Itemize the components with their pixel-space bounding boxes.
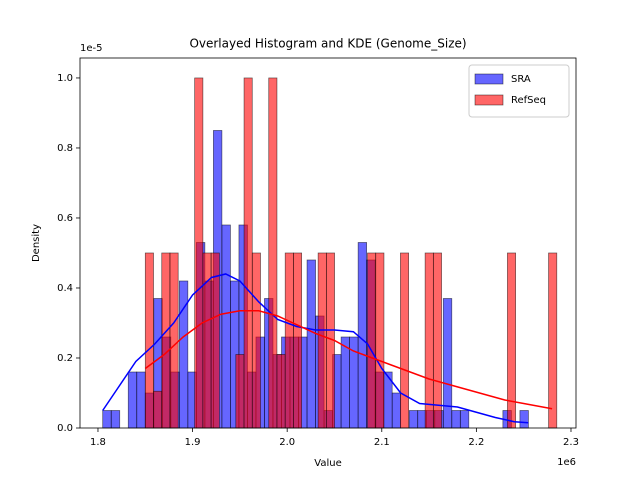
histogram-bar [169, 252, 179, 429]
kde-line [102, 273, 529, 424]
x-tick-label: 1.8 [90, 437, 106, 448]
histogram-bar [110, 410, 121, 429]
legend-label: SRA [511, 74, 531, 85]
histogram-bar [306, 259, 316, 429]
kde-line [144, 309, 553, 410]
histogram-bar [284, 252, 294, 429]
y-axis-label: Density [31, 224, 42, 262]
histogram-bar [161, 252, 171, 429]
histogram-bar [293, 252, 303, 429]
histogram-bar [317, 252, 327, 429]
histogram-bar [127, 371, 138, 429]
y-tick-label: 0.8 [57, 143, 73, 154]
histogram-bar [459, 410, 470, 429]
x-tick-label: 2.2 [468, 437, 484, 448]
histogram-bar [451, 410, 461, 429]
histogram-bar [367, 252, 377, 429]
histogram-bar [408, 410, 419, 429]
histogram-bar [251, 252, 261, 429]
legend-label: RefSeq [511, 95, 546, 106]
histogram-bar [268, 77, 278, 429]
x-axis-label: Value [314, 458, 341, 469]
y-tick-label: 0.2 [57, 353, 73, 364]
histogram-bar [357, 242, 367, 429]
x-offset-label: 1e6 [557, 457, 576, 468]
y-tick-label: 0.4 [57, 283, 73, 294]
x-tick-label: 2.3 [563, 437, 579, 448]
histogram-bar [144, 252, 154, 429]
histogram-bar [519, 410, 529, 429]
histogram-bar [442, 298, 453, 429]
histogram-bar [400, 252, 409, 429]
y-tick-label: 1.0 [57, 73, 73, 84]
histogram-bar [424, 252, 434, 429]
histogram-bar [375, 252, 385, 429]
x-tick-label: 1.9 [185, 437, 201, 448]
histogram-bar [210, 252, 220, 429]
y-tick-label: 0.6 [57, 213, 73, 224]
histogram-bar [221, 224, 231, 429]
histogram-bar [194, 77, 204, 429]
y-tick-label: 0.0 [57, 423, 73, 434]
x-tick-label: 2.1 [374, 437, 390, 448]
histogram-bar [136, 371, 146, 429]
legend-box [468, 64, 570, 118]
plot-frame [79, 57, 577, 429]
histogram-bar [432, 252, 442, 429]
legend-swatch [474, 73, 504, 85]
histogram-bar [391, 392, 402, 429]
histogram-bar [153, 390, 163, 429]
histogram-bar [340, 336, 350, 429]
y-offset-label: 1e-5 [80, 43, 103, 54]
histogram-bar [276, 354, 286, 429]
x-tick-label: 2.0 [279, 437, 295, 448]
histogram-bar [235, 354, 245, 429]
histogram-bar [548, 252, 558, 429]
chart-title: Overlayed Histogram and KDE (Genome_Size… [189, 37, 466, 51]
legend-swatch [474, 94, 504, 106]
histogram-bar [102, 410, 112, 429]
histogram-bar [243, 77, 253, 429]
